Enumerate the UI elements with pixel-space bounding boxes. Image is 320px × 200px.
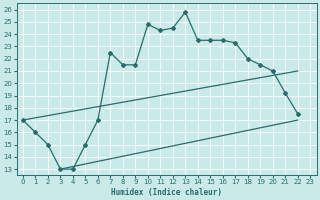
X-axis label: Humidex (Indice chaleur): Humidex (Indice chaleur) [111,188,222,197]
